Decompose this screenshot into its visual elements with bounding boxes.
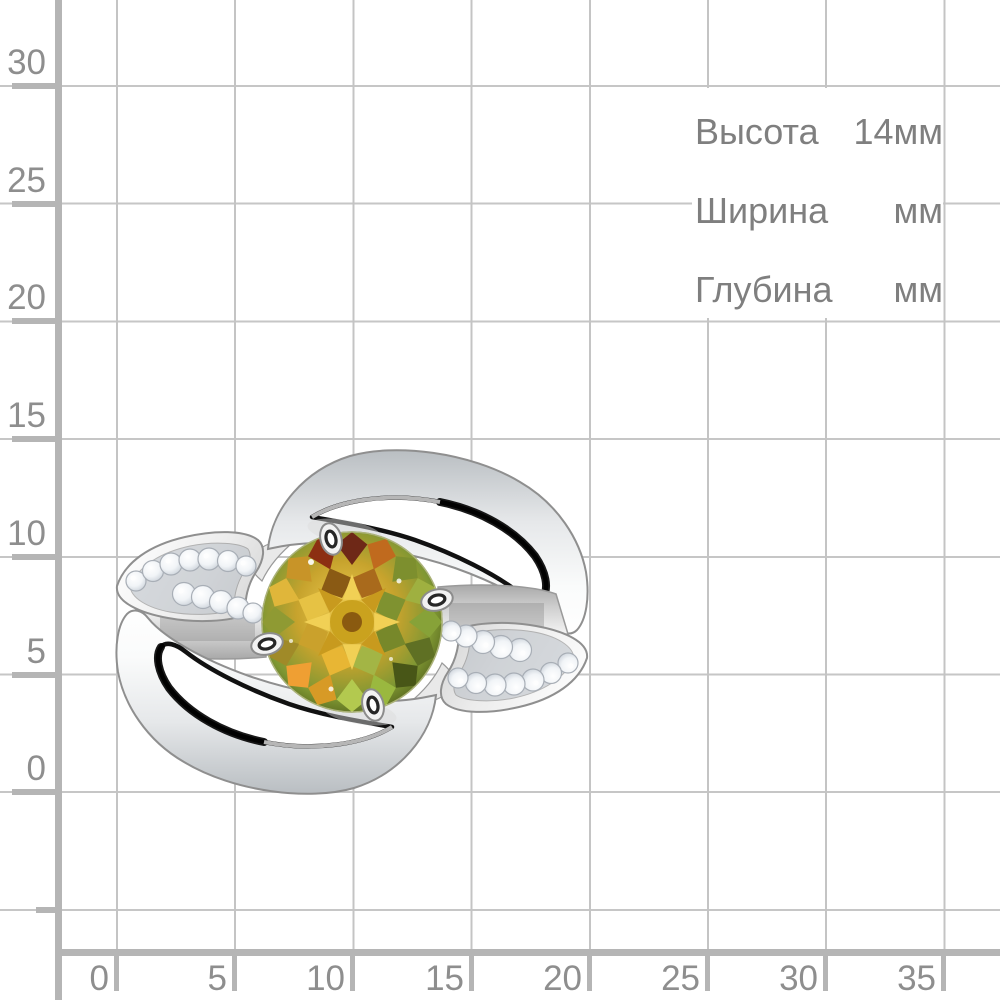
tick-mark <box>12 318 57 324</box>
measurements-panel: Высота 14мм Ширина мм Глубина мм <box>692 88 943 318</box>
x-axis-tick-label: 10 <box>306 959 345 998</box>
y-axis-tick-label: 0 <box>26 749 46 788</box>
tick-mark <box>12 201 57 207</box>
y-axis-tick-label: 15 <box>7 396 46 435</box>
x-axis-tick-label: 5 <box>207 959 227 998</box>
measurement-label: Высота <box>695 111 819 152</box>
tick-mark <box>12 436 57 442</box>
measurement-label: Ширина <box>695 190 829 231</box>
measurement-label: Глубина <box>695 269 833 310</box>
tick-mark <box>12 789 57 795</box>
y-axis-tick-label: 5 <box>26 632 46 671</box>
y-axis-tick-label: 10 <box>7 514 46 553</box>
measurement-row: Высота 14мм <box>692 112 943 154</box>
x-axis-tick-label: 15 <box>425 959 464 998</box>
tick-mark <box>36 907 57 913</box>
x-axis-tick-label: 35 <box>897 959 936 998</box>
tick-mark <box>12 554 57 560</box>
x-axis-tick-label: 20 <box>543 959 582 998</box>
tick-mark <box>705 956 710 991</box>
tick-mark <box>941 956 946 991</box>
gemstone <box>261 531 443 713</box>
y-axis-tick-label: 30 <box>7 43 46 82</box>
x-axis-tick-label: 0 <box>89 959 109 998</box>
measurement-row: Ширина мм <box>692 191 943 233</box>
y-axis-tick-label: 20 <box>7 278 46 317</box>
measurement-value: мм <box>893 190 944 231</box>
tick-mark <box>350 956 355 991</box>
x-axis-tick-label: 30 <box>779 959 818 998</box>
y-axis-tick-label: 25 <box>7 161 46 200</box>
tick-mark <box>12 83 57 89</box>
tick-mark <box>232 956 237 991</box>
tick-mark <box>469 956 474 991</box>
x-axis-tick-label: 25 <box>661 959 700 998</box>
measurement-value: 14мм <box>853 111 943 152</box>
measurement-row: Глубина мм <box>692 270 943 312</box>
y-axis-ruler <box>55 0 62 1000</box>
tick-mark <box>823 956 828 991</box>
tick-mark <box>114 956 119 991</box>
tick-mark <box>12 672 57 678</box>
tick-mark <box>587 956 592 991</box>
x-axis-ruler <box>55 949 1000 956</box>
measurement-value: мм <box>893 269 944 310</box>
